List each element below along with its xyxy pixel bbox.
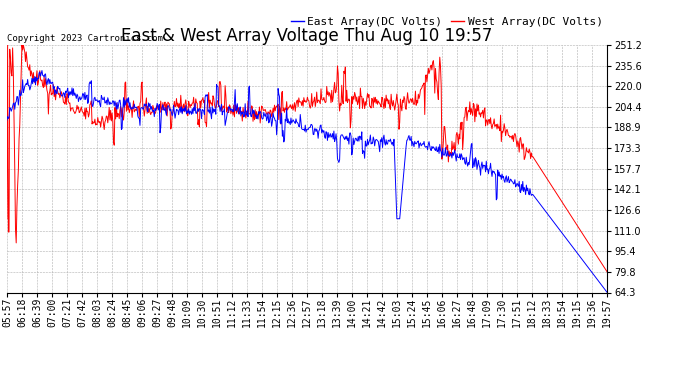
Title: East & West Array Voltage Thu Aug 10 19:57: East & West Array Voltage Thu Aug 10 19:… [121,27,493,45]
Text: Copyright 2023 Cartronics.com: Copyright 2023 Cartronics.com [7,33,163,42]
Legend: East Array(DC Volts), West Array(DC Volts): East Array(DC Volts), West Array(DC Volt… [286,13,607,32]
